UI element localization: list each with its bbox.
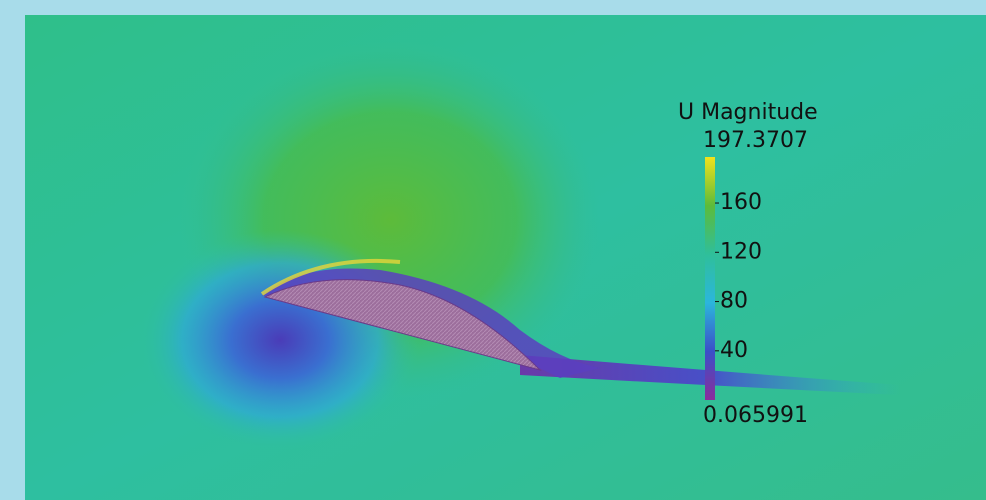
colorbar-gradient — [705, 157, 715, 400]
airfoil — [263, 279, 542, 371]
colorbar-max-label: 197.3707 — [703, 128, 808, 153]
colorbar-tick-label: 120 — [720, 239, 762, 264]
colorbar-tick-label: 160 — [720, 190, 762, 215]
low-velocity-region — [140, 230, 420, 450]
colorbar-tick-label: 40 — [720, 338, 748, 363]
colorbar-min-label: 0.065991 — [703, 403, 808, 428]
colorbar-tick-label: 80 — [720, 289, 748, 314]
stagnation-highlight — [260, 258, 401, 296]
colorbar-title: U Magnitude — [678, 100, 818, 125]
